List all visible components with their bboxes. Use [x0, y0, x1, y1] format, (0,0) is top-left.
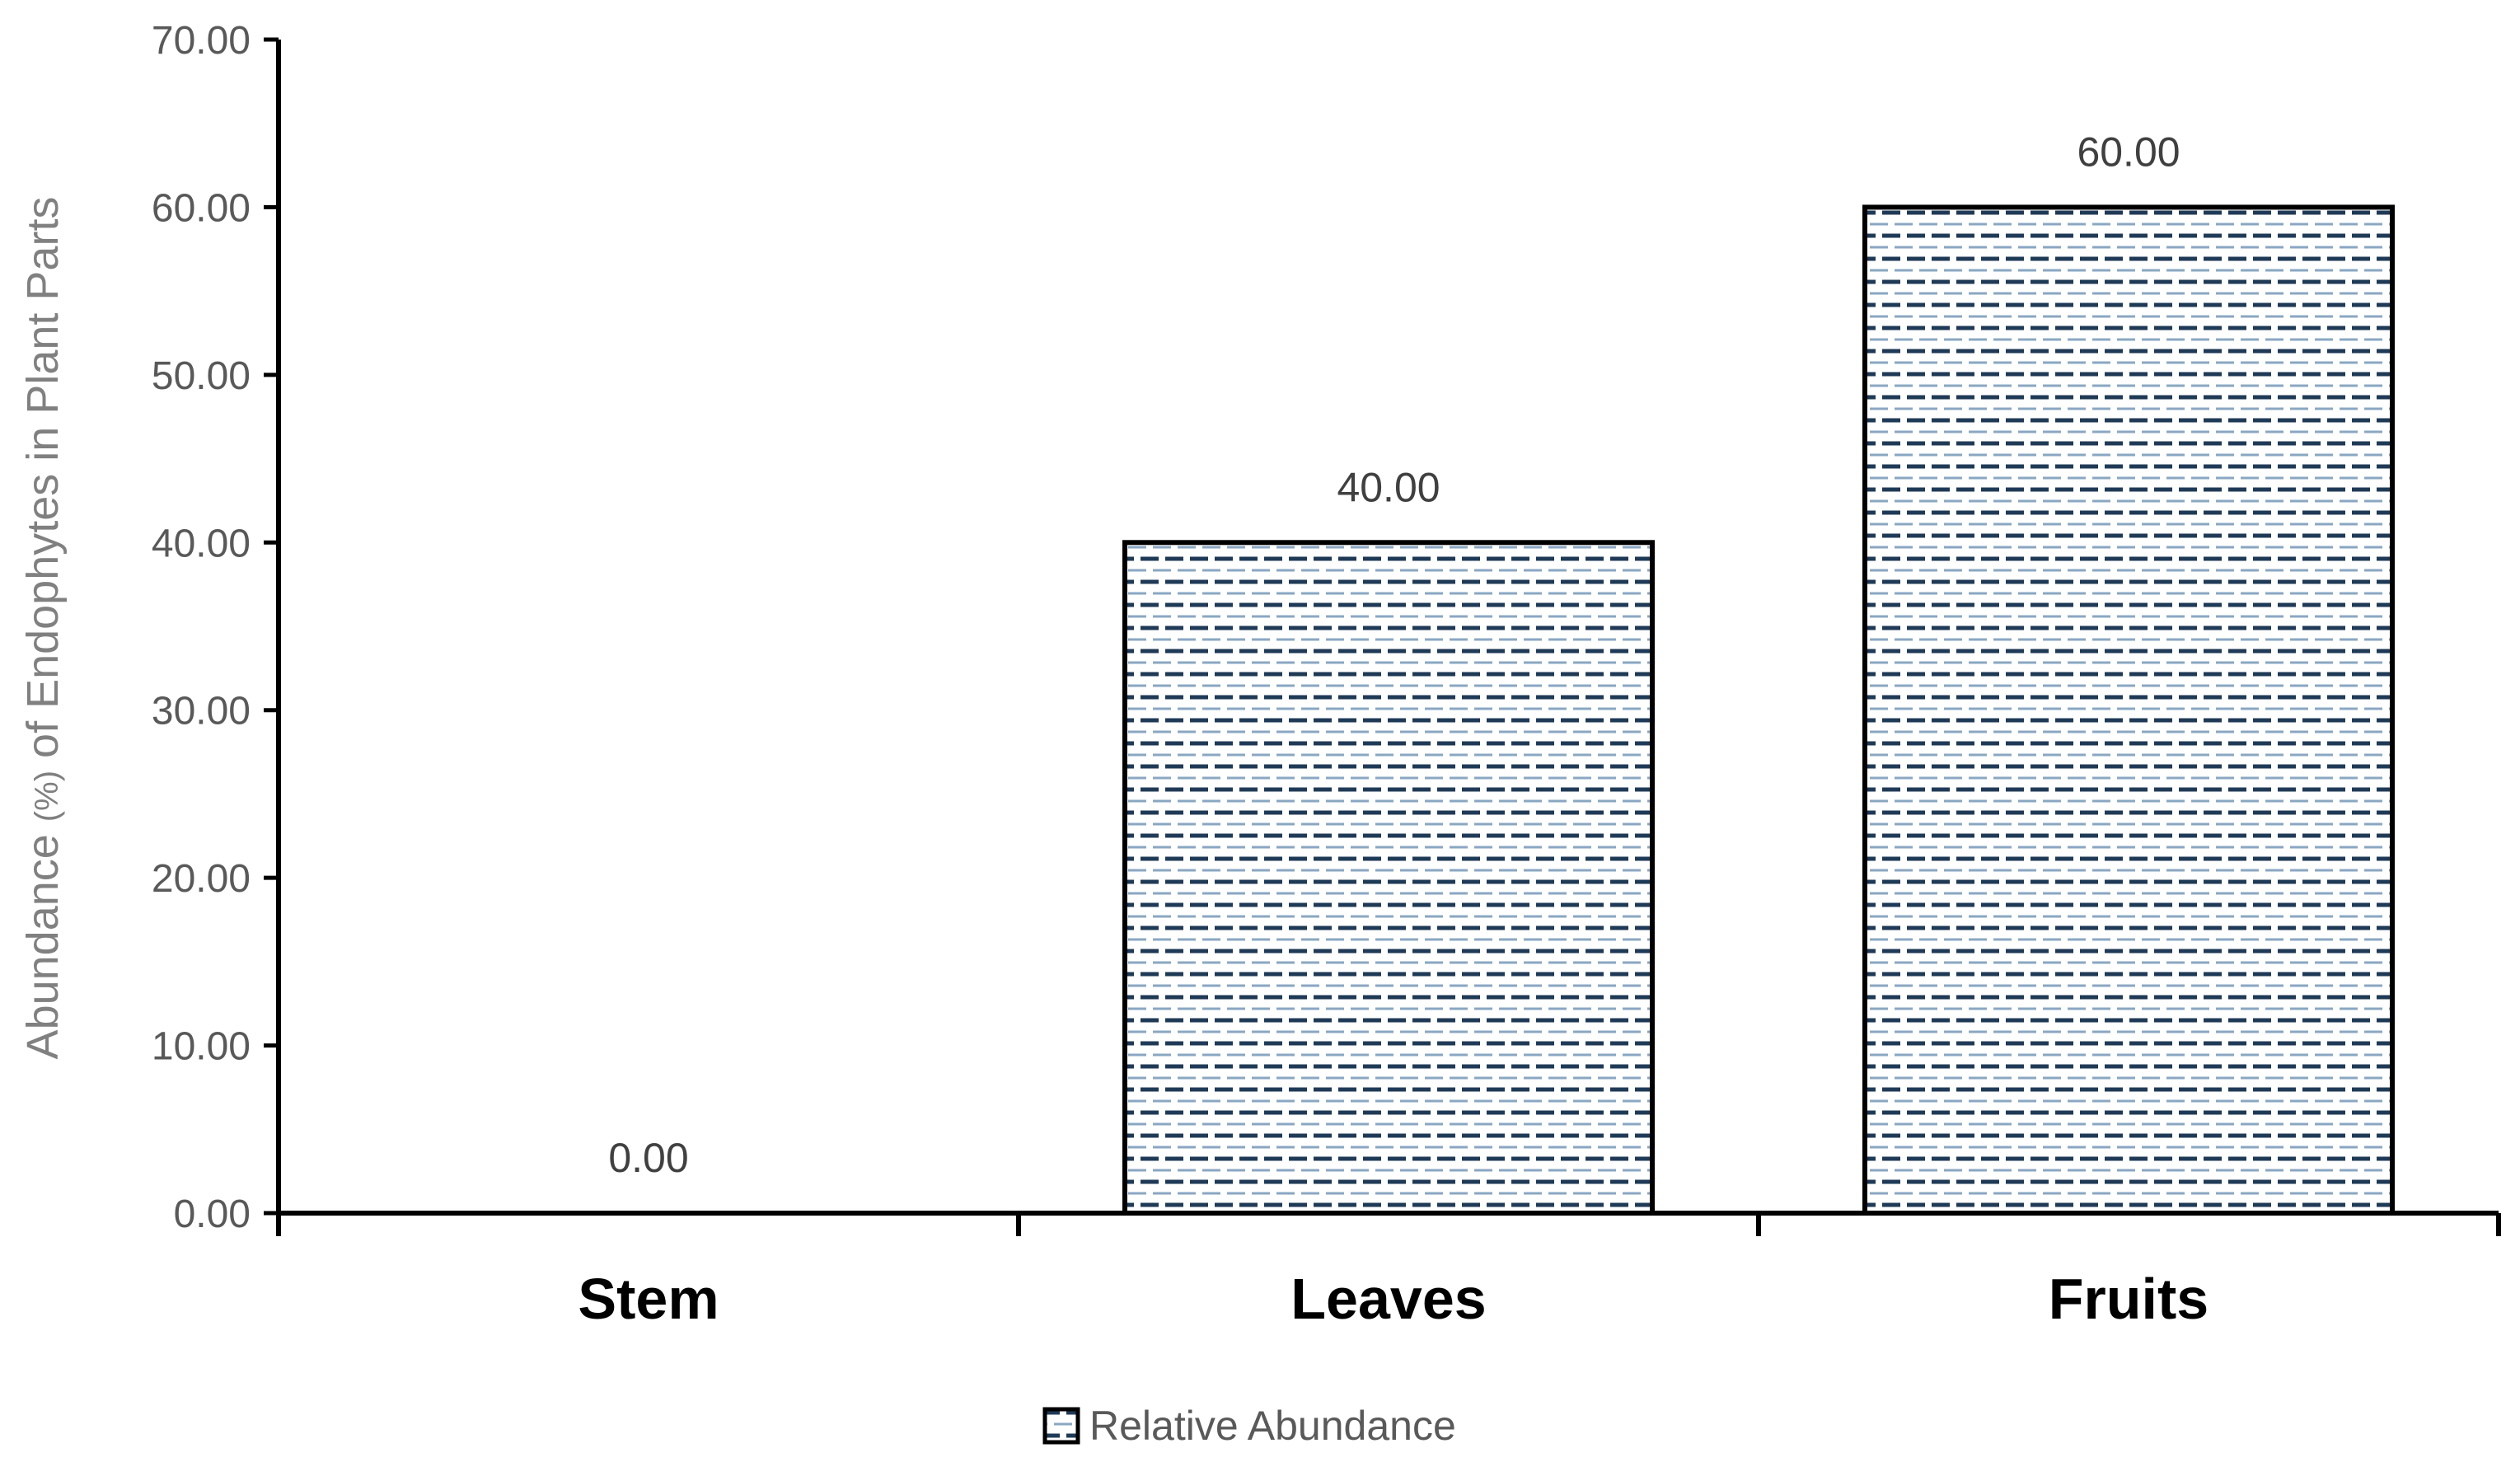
y-axis-title-after: of Endophytes in Plant Parts — [18, 197, 68, 771]
bar-fruits — [1862, 204, 2395, 1216]
y-axis-title-unit: (%) — [29, 771, 65, 822]
data-label-leaves: 40.00 — [1337, 464, 1440, 510]
y-tick-label: 30.00 — [152, 690, 251, 733]
y-tick-label: 50.00 — [152, 354, 251, 398]
y-tick-label: 60.00 — [152, 186, 251, 230]
x-tick-label-fruits: Fruits — [2049, 1267, 2209, 1331]
legend: Relative Abundance — [1042, 1403, 1456, 1449]
bar-leaves — [1122, 540, 1655, 1216]
data-labels: 0.00 40.00 60.00 — [608, 129, 2180, 1181]
data-label-stem: 0.00 — [608, 1135, 688, 1181]
y-axis-ticks: 0.00 10.00 20.00 30.00 40.00 50.00 60.00 70.00 — [152, 19, 279, 1236]
x-tick-label-stem: Stem — [578, 1267, 719, 1331]
y-tick-label: 10.00 — [152, 1025, 251, 1069]
data-label-fruits: 60.00 — [2077, 129, 2180, 175]
legend-label: Relative Abundance — [1089, 1403, 1456, 1449]
y-tick-label: 20.00 — [152, 857, 251, 901]
y-axis-title-before: Abundance — [18, 822, 68, 1059]
y-tick-label: 40.00 — [152, 522, 251, 565]
legend-swatch-icon — [1042, 1407, 1080, 1445]
bars — [1122, 204, 2395, 1216]
y-tick-label: 70.00 — [152, 19, 251, 63]
axes — [276, 40, 2501, 1236]
y-tick-label: 0.00 — [174, 1193, 251, 1236]
x-axis-labels: Stem Leaves Fruits — [578, 1267, 2209, 1331]
y-axis-title: Abundance (%) of Endophytes in Plant Par… — [18, 197, 68, 1060]
x-tick-label-leaves: Leaves — [1290, 1267, 1486, 1331]
